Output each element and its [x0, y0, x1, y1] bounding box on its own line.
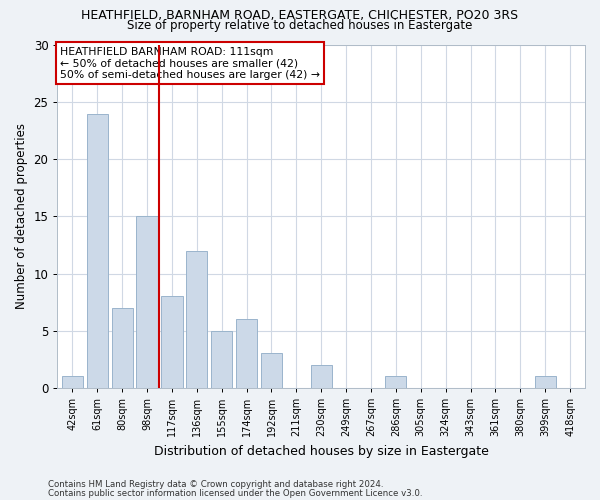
Bar — [385, 376, 406, 388]
Bar — [86, 114, 108, 388]
Text: Contains HM Land Registry data © Crown copyright and database right 2024.: Contains HM Land Registry data © Crown c… — [48, 480, 383, 489]
Bar — [261, 354, 282, 388]
Bar — [535, 376, 556, 388]
Bar — [136, 216, 158, 388]
Text: Size of property relative to detached houses in Eastergate: Size of property relative to detached ho… — [127, 18, 473, 32]
Text: HEATHFIELD, BARNHAM ROAD, EASTERGATE, CHICHESTER, PO20 3RS: HEATHFIELD, BARNHAM ROAD, EASTERGATE, CH… — [82, 9, 518, 22]
Bar — [161, 296, 182, 388]
Bar — [211, 330, 232, 388]
Bar — [186, 250, 208, 388]
Bar — [62, 376, 83, 388]
Bar — [236, 319, 257, 388]
X-axis label: Distribution of detached houses by size in Eastergate: Distribution of detached houses by size … — [154, 444, 488, 458]
Text: Contains public sector information licensed under the Open Government Licence v3: Contains public sector information licen… — [48, 488, 422, 498]
Y-axis label: Number of detached properties: Number of detached properties — [15, 124, 28, 310]
Bar — [112, 308, 133, 388]
Text: HEATHFIELD BARNHAM ROAD: 111sqm
← 50% of detached houses are smaller (42)
50% of: HEATHFIELD BARNHAM ROAD: 111sqm ← 50% of… — [60, 46, 320, 80]
Bar — [311, 365, 332, 388]
